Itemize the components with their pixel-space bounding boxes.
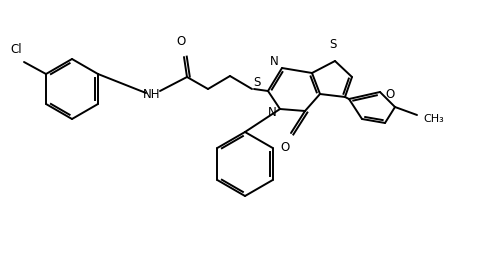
Text: S: S bbox=[329, 38, 336, 51]
Text: O: O bbox=[385, 88, 394, 100]
Text: O: O bbox=[176, 35, 185, 48]
Text: Cl: Cl bbox=[10, 43, 22, 56]
Text: N: N bbox=[269, 54, 278, 68]
Text: O: O bbox=[280, 141, 289, 154]
Text: NH: NH bbox=[143, 88, 160, 100]
Text: CH₃: CH₃ bbox=[422, 114, 443, 124]
Text: N: N bbox=[267, 106, 276, 119]
Text: S: S bbox=[253, 76, 260, 89]
